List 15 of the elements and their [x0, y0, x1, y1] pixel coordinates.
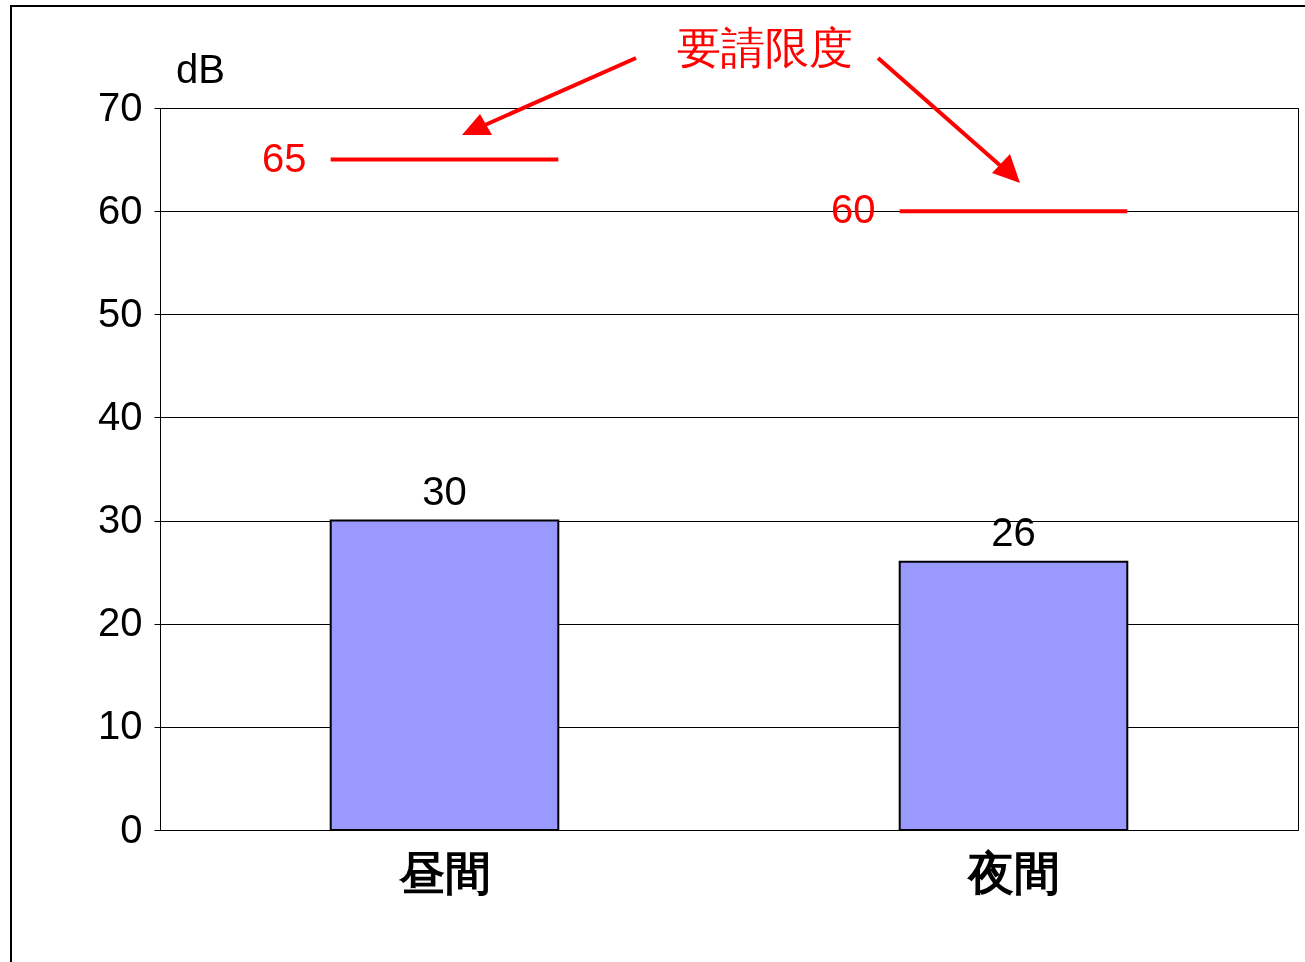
y-tick-label: 50	[98, 290, 143, 335]
y-tick-label: 60	[98, 187, 143, 232]
data-label: 26	[991, 509, 1036, 554]
x-tick-label: 昼間	[397, 846, 491, 899]
y-tick-label: 40	[98, 393, 143, 438]
y-tick-label: 30	[98, 497, 143, 542]
text: 要請限度	[677, 23, 853, 72]
x-tick-label: 夜間	[965, 846, 1060, 899]
y-tick-label: 20	[98, 600, 143, 645]
y-tick-label: 0	[120, 806, 143, 851]
y-axis-title: dB	[176, 46, 225, 91]
ref-line-label: 65	[262, 135, 307, 180]
data-label: 30	[422, 468, 467, 513]
y-tick-label: 10	[98, 703, 143, 748]
y-tick-label: 70	[98, 84, 143, 129]
